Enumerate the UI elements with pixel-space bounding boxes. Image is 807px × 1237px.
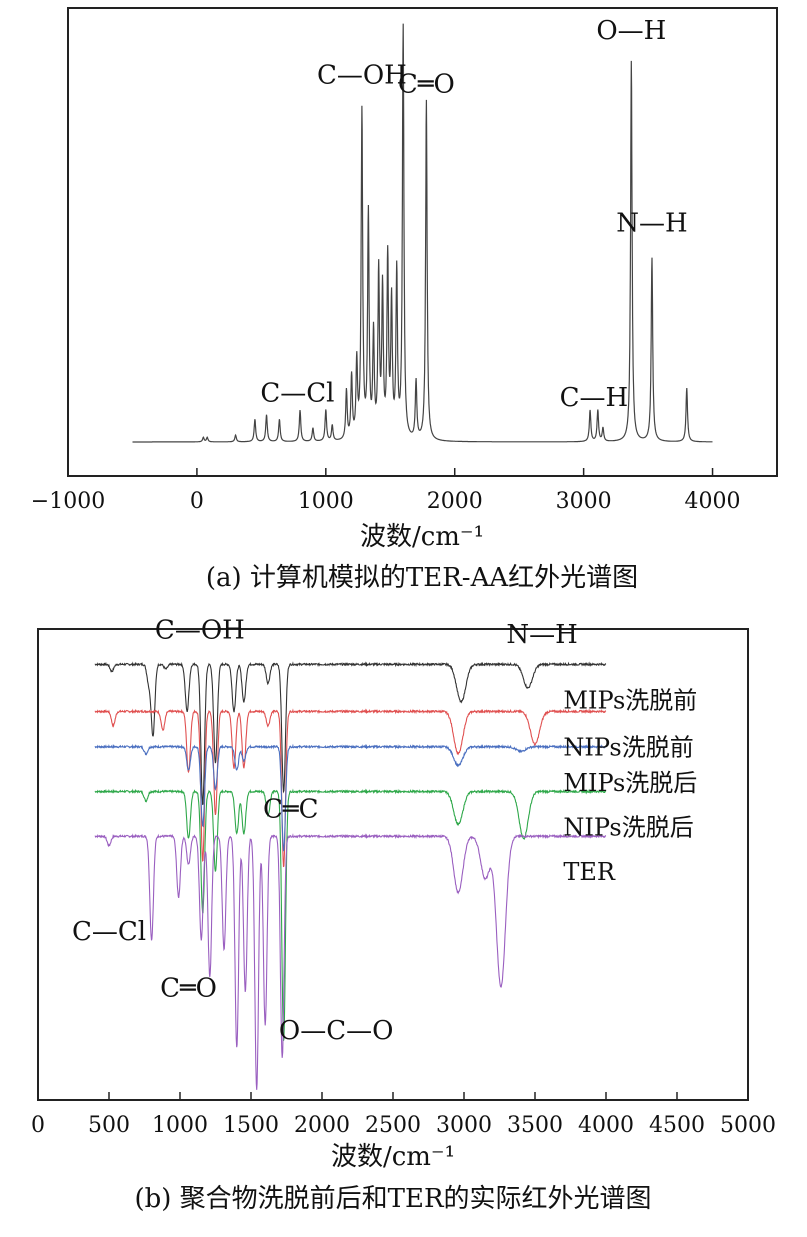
panel-b-legend-label: TER bbox=[563, 858, 616, 886]
panel-b-x-tick-label: 2000 bbox=[294, 1113, 350, 1138]
panel-a-annotation-c-oh: C—OH bbox=[317, 61, 407, 91]
panel-a-caption: (a) 计算机模拟的TER-AA红外光谱图 bbox=[206, 563, 638, 593]
panel-b-series-ter-line bbox=[94, 833, 607, 1090]
panel-b-x-tick-label: 1000 bbox=[152, 1113, 208, 1138]
panel-b-annotation-c-cl: C—Cl bbox=[72, 917, 146, 947]
panel-b-x-tick-label: 0 bbox=[31, 1113, 45, 1138]
panel-b-caption: (b) 聚合物洗脱前后和TER的实际红外光谱图 bbox=[134, 1184, 651, 1214]
panel-b-legend-label: MIPs洗脱前 bbox=[563, 686, 697, 714]
panel-b-legend-label: MIPs洗脱后 bbox=[563, 769, 697, 797]
panel-b-annotation-c-o: C═O bbox=[160, 973, 217, 1003]
panel-b: 0 500 1000 1500 2000 2500 3000 3500 4000 4500 5000… bbox=[31, 615, 776, 1214]
panel-b-legend-label: NIPs洗脱后 bbox=[563, 813, 693, 841]
panel-b-series-mips-line bbox=[94, 743, 607, 852]
panel-a-x-tick-label: 0 bbox=[190, 489, 204, 514]
panel-b-x-tick-label: 500 bbox=[88, 1113, 130, 1138]
panel-a-x-tick-label: 4000 bbox=[685, 489, 741, 514]
panel-b-series-nips-line bbox=[94, 708, 607, 868]
panel-b-annotation-c-oh: C—OH bbox=[155, 615, 245, 645]
panel-a-annotation-c-cl: C—Cl bbox=[260, 379, 334, 409]
panel-a-annotation-o-h: O—H bbox=[596, 16, 666, 46]
panel-b-x-tick-label: 3000 bbox=[436, 1113, 492, 1138]
panel-b-annotation-n-h: N—H bbox=[506, 620, 577, 650]
panel-b-legend: MIPs洗脱前 NIPs洗脱前 MIPs洗脱后 NIPs洗脱后 TER bbox=[563, 686, 697, 886]
panel-b-annotation-c-c: C═C bbox=[263, 794, 318, 824]
panel-a-spectrum-line bbox=[132, 23, 713, 443]
panel-b-annotation-o-c-o: O—C—O bbox=[279, 1016, 394, 1046]
panel-a-annotation-c-c: C═C bbox=[375, 0, 430, 6]
panel-b-x-tick-label: 4500 bbox=[649, 1113, 705, 1138]
panel-b-x-axis-title: 波数/cm⁻¹ bbox=[331, 1142, 455, 1172]
panel-b-x-tick-label: 2500 bbox=[365, 1113, 421, 1138]
panel-a-x-tick-label: −1000 bbox=[31, 489, 105, 514]
panel-b-annotations: C—OH N—H C═C C—Cl C═O O—C—O bbox=[72, 615, 578, 1045]
panel-a-x-tick-label: 2000 bbox=[427, 489, 483, 514]
panel-a-x-ticks: −1000 0 1000 2000 3000 4000 bbox=[31, 468, 741, 514]
panel-b-series-nips-line bbox=[94, 788, 607, 1041]
panel-a-annotation-c-h: C—H bbox=[560, 383, 629, 413]
panel-a-annotations: C═C C—OHC═O O—H N—H C—Cl C—H bbox=[260, 0, 687, 413]
panel-b-x-ticks: 0 500 1000 1500 2000 2500 3000 3500 4000 4500 5000 bbox=[31, 1092, 776, 1138]
panel-a-x-axis-title: 波数/cm⁻¹ bbox=[360, 522, 484, 552]
panel-a-x-tick-label: 3000 bbox=[556, 489, 612, 514]
panel-a-x-tick-label: 1000 bbox=[298, 489, 354, 514]
panel-b-x-tick-label: 4000 bbox=[578, 1113, 634, 1138]
panel-a-annotation-c-o: C═O bbox=[398, 70, 455, 100]
panel-b-x-tick-label: 5000 bbox=[720, 1113, 776, 1138]
panel-b-series-mips-line bbox=[94, 661, 607, 806]
panel-a-series bbox=[132, 23, 713, 443]
panel-a-annotation-n-h: N—H bbox=[616, 209, 687, 239]
panel-b-x-tick-label: 1500 bbox=[223, 1113, 279, 1138]
panel-b-series bbox=[94, 661, 607, 1090]
panel-a-frame bbox=[67, 7, 778, 477]
panel-b-x-tick-label: 3500 bbox=[507, 1113, 563, 1138]
panel-b-legend-label: NIPs洗脱前 bbox=[563, 733, 693, 761]
